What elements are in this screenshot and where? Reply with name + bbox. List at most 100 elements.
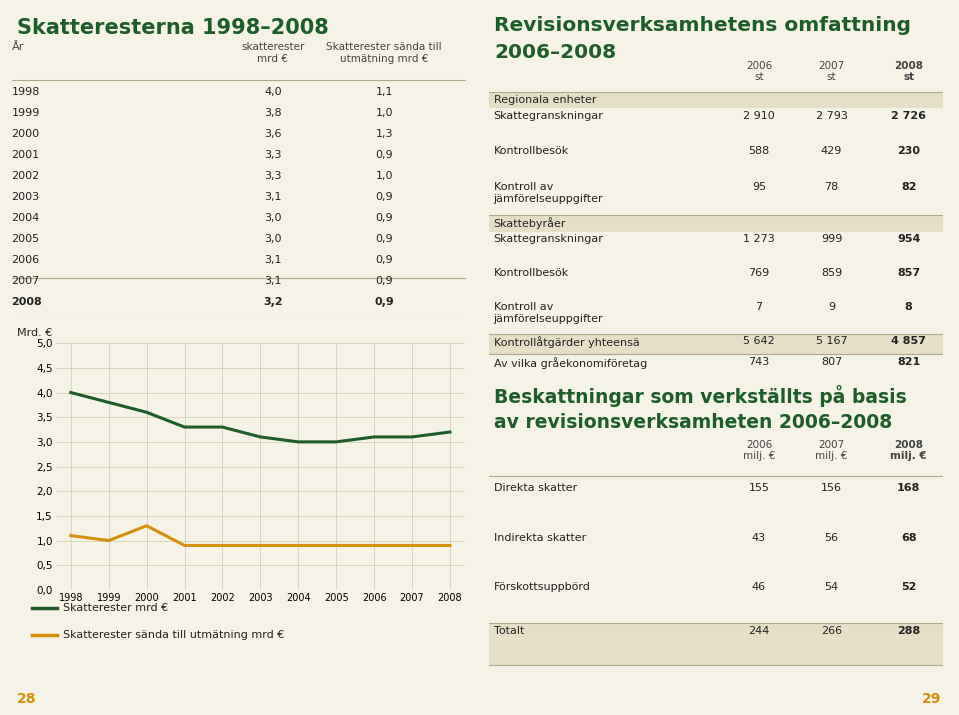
- Text: 46: 46: [752, 583, 766, 593]
- Text: 2008: 2008: [12, 297, 42, 307]
- Text: 3,3: 3,3: [264, 150, 282, 160]
- Text: 2 726: 2 726: [891, 111, 926, 121]
- Text: 0,9: 0,9: [375, 234, 393, 244]
- Text: 155: 155: [748, 483, 769, 493]
- Text: 857: 857: [897, 268, 921, 278]
- Text: 156: 156: [821, 483, 842, 493]
- Text: 0,9: 0,9: [375, 276, 393, 286]
- Text: 769: 769: [748, 268, 770, 278]
- Text: 2003: 2003: [12, 192, 39, 202]
- Text: 3,3: 3,3: [264, 171, 282, 181]
- Text: 244: 244: [748, 626, 770, 636]
- Text: 0,9: 0,9: [375, 213, 393, 223]
- Text: 3,1: 3,1: [264, 276, 282, 286]
- Text: av revisionsverksamheten 2006–2008: av revisionsverksamheten 2006–2008: [494, 413, 892, 433]
- Text: 1998: 1998: [12, 87, 40, 97]
- Text: 1,0: 1,0: [376, 171, 393, 181]
- Text: 2007
st: 2007 st: [818, 61, 845, 82]
- Text: 52: 52: [901, 583, 917, 593]
- Text: Direkta skatter: Direkta skatter: [494, 483, 577, 493]
- Text: 5 642: 5 642: [743, 336, 775, 346]
- Text: 1,1: 1,1: [376, 87, 393, 97]
- Text: Totalt: Totalt: [494, 626, 524, 636]
- Text: 0,9: 0,9: [374, 297, 394, 307]
- Text: Skatterester sända till utmätning mrd €: Skatterester sända till utmätning mrd €: [62, 631, 284, 640]
- Text: 3,1: 3,1: [264, 192, 282, 202]
- Text: 821: 821: [897, 358, 921, 368]
- Text: 0,9: 0,9: [375, 255, 393, 265]
- Text: 2004: 2004: [12, 213, 39, 223]
- Text: Indirekta skatter: Indirekta skatter: [494, 533, 586, 543]
- Text: 3,8: 3,8: [264, 108, 282, 118]
- Text: 807: 807: [821, 358, 842, 368]
- Text: 1 273: 1 273: [743, 235, 775, 245]
- Text: 2008
st: 2008 st: [894, 61, 924, 82]
- Text: 7: 7: [756, 302, 762, 312]
- Text: 28: 28: [17, 692, 36, 706]
- Text: 1999: 1999: [12, 108, 40, 118]
- Text: 588: 588: [748, 147, 770, 157]
- Text: 0,9: 0,9: [375, 150, 393, 160]
- Text: 1,0: 1,0: [376, 108, 393, 118]
- Text: 8: 8: [904, 302, 913, 312]
- Text: 2008
milj. €: 2008 milj. €: [890, 440, 927, 461]
- FancyBboxPatch shape: [489, 623, 943, 665]
- Text: 54: 54: [825, 583, 838, 593]
- Text: 3,0: 3,0: [264, 213, 282, 223]
- Text: Av vilka gråekonomiföretag: Av vilka gråekonomiföretag: [494, 358, 647, 370]
- Text: 266: 266: [821, 626, 842, 636]
- Text: 230: 230: [898, 147, 921, 157]
- Text: 2006–2008: 2006–2008: [494, 43, 616, 62]
- Text: 2006: 2006: [12, 255, 39, 265]
- Text: 3,2: 3,2: [263, 297, 283, 307]
- Text: Skattebyråer: Skattebyråer: [494, 217, 566, 229]
- Text: 288: 288: [897, 626, 921, 636]
- Text: 95: 95: [752, 182, 766, 192]
- Text: 999: 999: [821, 235, 842, 245]
- Text: 43: 43: [752, 533, 766, 543]
- Text: 429: 429: [821, 147, 842, 157]
- Text: 0,9: 0,9: [375, 192, 393, 202]
- Text: Kontrollbesök: Kontrollbesök: [494, 268, 569, 278]
- Text: 2002: 2002: [12, 171, 39, 181]
- Text: 68: 68: [901, 533, 917, 543]
- Text: 859: 859: [821, 268, 842, 278]
- Text: 1,3: 1,3: [376, 129, 393, 139]
- Text: 3,1: 3,1: [264, 255, 282, 265]
- Text: År: År: [12, 42, 24, 52]
- Text: 2001: 2001: [12, 150, 39, 160]
- Text: 4,0: 4,0: [264, 87, 282, 97]
- Text: 2006
st: 2006 st: [746, 61, 772, 82]
- Text: Skatterester sända till
utmätning mrd €: Skatterester sända till utmätning mrd €: [326, 42, 442, 64]
- Text: skatterester
mrd €: skatterester mrd €: [242, 42, 305, 64]
- Text: 3,0: 3,0: [264, 234, 282, 244]
- Text: Kontrollbesök: Kontrollbesök: [494, 147, 569, 157]
- Text: Förskottsuppbörd: Förskottsuppbörd: [494, 583, 591, 593]
- Text: 56: 56: [825, 533, 838, 543]
- Text: Kontroll av
jämförelseuppgifter: Kontroll av jämförelseuppgifter: [494, 302, 603, 324]
- Text: 743: 743: [748, 358, 770, 368]
- FancyBboxPatch shape: [489, 216, 943, 232]
- Text: 2006
milj. €: 2006 milj. €: [743, 440, 775, 461]
- Text: Kontroll av
jämförelseuppgifter: Kontroll av jämförelseuppgifter: [494, 182, 603, 204]
- Text: 4 857: 4 857: [891, 336, 926, 346]
- Text: 954: 954: [897, 235, 921, 245]
- Text: 29: 29: [923, 692, 942, 706]
- Text: Skattegranskningar: Skattegranskningar: [494, 111, 603, 121]
- Text: Beskattningar som verkställts på basis: Beskattningar som verkställts på basis: [494, 385, 906, 407]
- Text: 2000: 2000: [12, 129, 39, 139]
- Text: 168: 168: [897, 483, 921, 493]
- Text: 78: 78: [825, 182, 839, 192]
- Text: Skattegranskningar: Skattegranskningar: [494, 235, 603, 245]
- Text: 2007: 2007: [12, 276, 39, 286]
- Text: 2 793: 2 793: [815, 111, 848, 121]
- Text: 5 167: 5 167: [816, 336, 848, 346]
- Text: 2005: 2005: [12, 234, 39, 244]
- Text: Revisionsverksamhetens omfattning: Revisionsverksamhetens omfattning: [494, 16, 911, 35]
- FancyBboxPatch shape: [489, 94, 943, 108]
- Text: 82: 82: [901, 182, 917, 192]
- Text: Regionala enheter: Regionala enheter: [494, 95, 596, 105]
- Text: 3,6: 3,6: [264, 129, 282, 139]
- Text: Kontrollåtgärder yhteensä: Kontrollåtgärder yhteensä: [494, 336, 640, 348]
- Text: 9: 9: [828, 302, 835, 312]
